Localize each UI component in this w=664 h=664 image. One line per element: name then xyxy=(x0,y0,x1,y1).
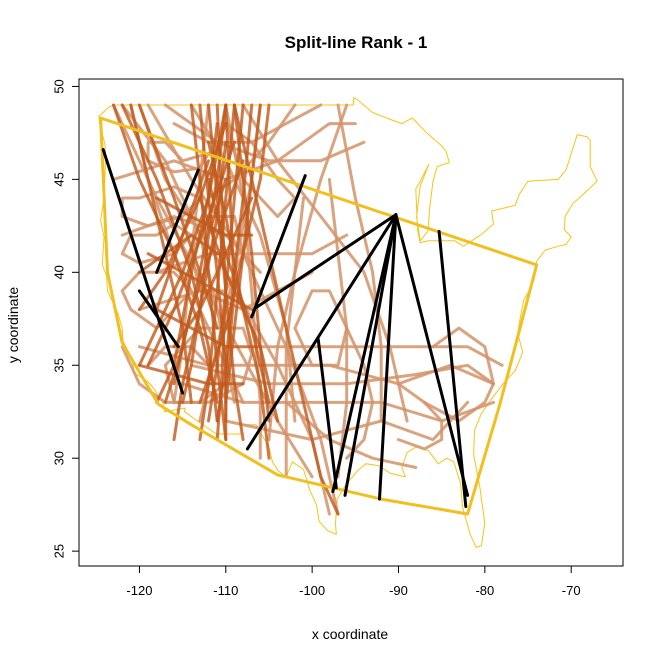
trajectory-light-38 xyxy=(172,103,323,144)
trajectory-light-35 xyxy=(327,177,349,479)
split-line-9 xyxy=(394,213,470,497)
trajectory-dark-23 xyxy=(198,196,280,423)
split-line-0 xyxy=(101,148,185,395)
trajectory-dark-31 xyxy=(137,103,219,330)
y-axis: 25 30 35 40 45 50 xyxy=(52,79,80,558)
trajectory-dark-16 xyxy=(120,103,219,423)
chart-title: Split-line Rank - 1 xyxy=(285,33,428,52)
x-axis-label: x coordinate xyxy=(312,626,388,642)
split-line-5 xyxy=(245,213,398,451)
trajectory-dark-32 xyxy=(172,196,254,349)
trajectory-dark-11 xyxy=(189,103,228,442)
x-tick-label-5: -70 xyxy=(562,583,581,598)
convex-hull-layer xyxy=(99,116,539,516)
trajectory-dark-20 xyxy=(146,140,236,367)
split-line-4 xyxy=(254,213,398,310)
trajectory-light-16 xyxy=(336,103,383,423)
x-tick-label-0: -120 xyxy=(126,583,152,598)
convex-hull xyxy=(99,116,539,516)
map-outline-layer xyxy=(98,97,598,548)
split-line-10 xyxy=(437,229,468,508)
x-axis: -120 -110 -100 -90 -80 -70 xyxy=(126,565,581,598)
x-tick-label-3: -90 xyxy=(389,583,408,598)
split-line-2 xyxy=(155,168,200,274)
x-tick-label-1: -110 xyxy=(213,583,238,598)
y-tick-label-1: 30 xyxy=(52,451,67,465)
trajectory-light-23 xyxy=(120,185,202,228)
trajectory-dark-30 xyxy=(232,103,340,516)
trajectory-dark-24 xyxy=(155,159,210,311)
plot-region xyxy=(98,97,598,548)
light-trajectories-layer xyxy=(112,103,504,516)
trajectory-light-19 xyxy=(345,326,375,460)
trajectory-dark-33 xyxy=(137,233,219,274)
y-tick-label-2: 35 xyxy=(52,358,67,372)
trajectory-dark-12 xyxy=(198,103,271,404)
y-tick-label-0: 25 xyxy=(52,544,67,558)
y-axis-label: y coordinate xyxy=(5,287,21,363)
y-tick-label-3: 40 xyxy=(52,265,67,279)
trajectory-light-20 xyxy=(397,382,444,451)
us-map-outline xyxy=(98,97,598,548)
split-line-7 xyxy=(343,213,398,497)
split-lines-layer xyxy=(101,148,470,508)
trajectory-dark-26 xyxy=(146,252,254,311)
split-line-6 xyxy=(331,213,398,494)
trajectory-dark-27 xyxy=(155,308,262,349)
y-tick-label-4: 45 xyxy=(52,172,67,186)
trajectory-dark-25 xyxy=(155,196,254,237)
y-tick-label-5: 50 xyxy=(52,79,67,93)
trajectory-light-27 xyxy=(293,289,349,367)
split-line-3 xyxy=(250,174,307,319)
trajectory-dark-28 xyxy=(137,363,245,386)
x-tick-label-2: -100 xyxy=(299,583,325,598)
trajectory-dark-22 xyxy=(207,177,271,404)
split-line-11 xyxy=(316,337,338,490)
split-line-1 xyxy=(137,289,180,349)
trajectory-light-32 xyxy=(163,103,366,163)
x-tick-label-4: -80 xyxy=(475,583,494,598)
dark-trajectories-layer xyxy=(112,103,340,516)
trajectory-light-31 xyxy=(241,103,409,423)
split-line-8 xyxy=(378,213,398,501)
